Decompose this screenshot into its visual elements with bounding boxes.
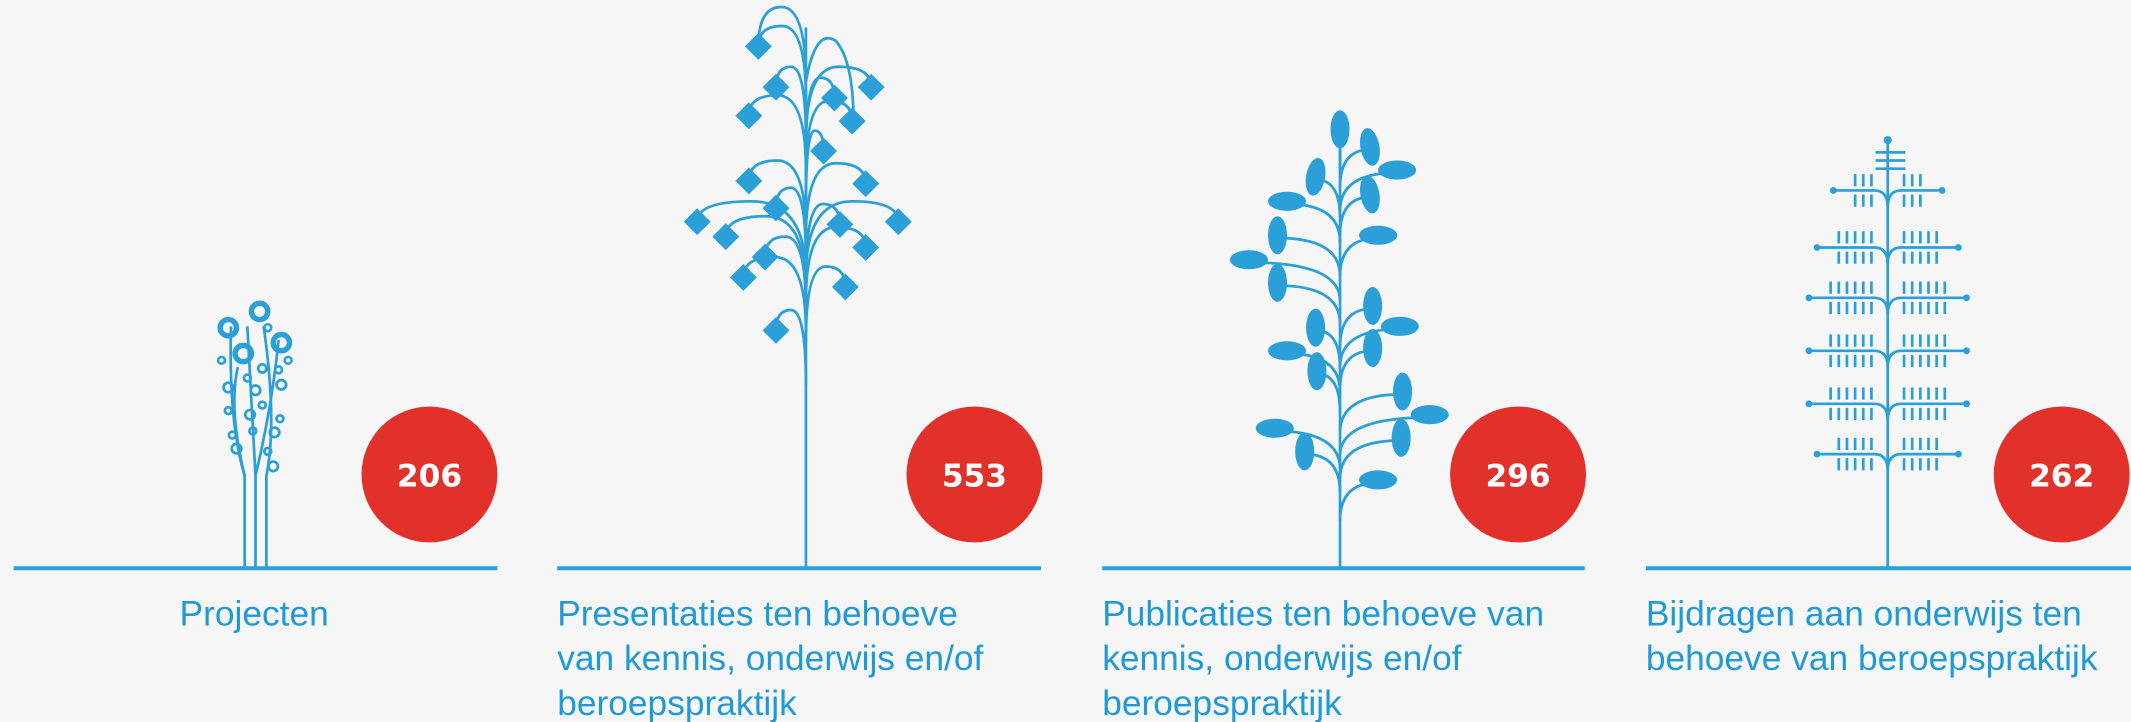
label: van kennis, onderwijs en/of <box>557 639 983 678</box>
tree-node <box>1814 244 1821 251</box>
count: 553 <box>942 459 1007 495</box>
page: 206 Projecten 553 Presentaties ten behoeve v… <box>0 0 2131 722</box>
tree-node <box>1814 451 1821 458</box>
tree-node <box>1806 294 1813 301</box>
tree-node <box>1884 136 1892 144</box>
leaf <box>1331 110 1350 148</box>
tree-node <box>1963 347 1970 354</box>
leaf <box>1230 250 1268 269</box>
label: kennis, onderwijs en/of <box>1102 639 1462 678</box>
leaf <box>1268 192 1306 211</box>
label: Bijdragen aan onderwijs ten <box>1646 594 2082 633</box>
tree-node <box>1830 187 1837 194</box>
leaf <box>1359 226 1397 245</box>
tree-node <box>1963 400 1970 407</box>
leaf <box>1295 432 1314 470</box>
leaf <box>1363 329 1382 367</box>
leaf <box>1268 216 1287 254</box>
label: Publicaties ten behoeve van <box>1102 594 1544 633</box>
tree-node <box>1955 244 1962 251</box>
infographic: 206 Projecten 553 Presentaties ten behoeve v… <box>0 0 2131 722</box>
label: beroepspraktijk <box>557 684 797 722</box>
tree-node <box>1806 400 1813 407</box>
count: 206 <box>397 459 462 495</box>
leaf <box>1393 373 1412 411</box>
label: Projecten <box>180 594 329 633</box>
tree-node <box>1955 451 1962 458</box>
leaf <box>1378 161 1416 180</box>
leaf <box>1268 264 1287 302</box>
label: Presentaties ten behoeve <box>557 594 958 633</box>
label: beroepspraktijk <box>1102 684 1342 722</box>
tree-node <box>1939 187 1946 194</box>
leaf <box>1359 470 1397 489</box>
leaf <box>1363 287 1382 325</box>
leaf <box>1307 352 1326 390</box>
count: 296 <box>1485 459 1550 495</box>
label: behoeve van beroepspraktijk <box>1646 639 2098 678</box>
leaf <box>1381 317 1419 336</box>
leaf <box>1392 419 1411 457</box>
tree-node <box>1806 347 1813 354</box>
count: 262 <box>2029 459 2094 495</box>
tree-node <box>1963 294 1970 301</box>
leaf <box>1268 341 1306 360</box>
leaf <box>1306 309 1325 347</box>
leaf <box>1256 419 1294 438</box>
leaf <box>1411 405 1449 424</box>
